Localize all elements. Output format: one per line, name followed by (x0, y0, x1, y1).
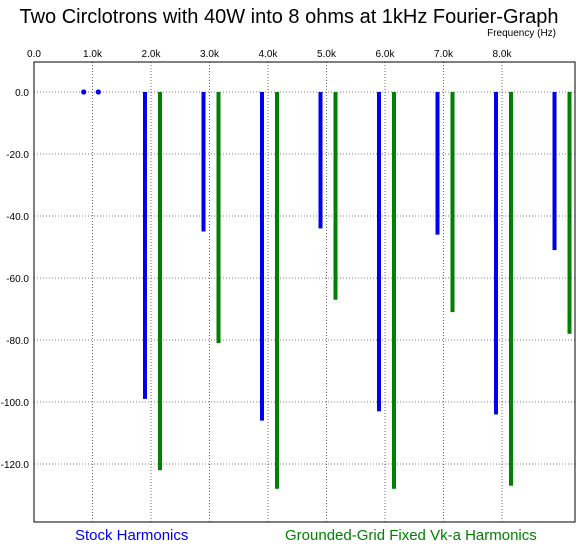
x-tick-label: 5.0k (317, 49, 337, 60)
bar-grounded-grid (275, 92, 279, 489)
y-tick-label: -100.0 (1, 398, 30, 409)
x-tick-label: 4.0k (259, 49, 279, 60)
x-tick-label: 3.0k (200, 49, 220, 60)
y-tick-label: 0.0 (15, 88, 29, 99)
bar-stock (260, 92, 264, 421)
y-tick-label: -40.0 (6, 212, 29, 223)
bar-stock (435, 92, 440, 235)
bar-stock (318, 92, 323, 229)
fundamental-marker (81, 89, 87, 95)
y-tick-label: -120.0 (1, 460, 30, 471)
y-tick-label: -80.0 (6, 336, 29, 347)
x-tick-label: 0.0 (27, 49, 41, 60)
bar-grounded-grid (158, 92, 162, 471)
x-tick-label: 8.0k (493, 49, 513, 60)
x-axis-label: Frequency (Hz) (487, 28, 556, 39)
bar-stock (494, 92, 498, 415)
bar-stock (552, 92, 557, 251)
x-tick-label: 6.0k (376, 49, 396, 60)
legend-grounded-grid-harmonics: Grounded-Grid Fixed Vk-a Harmonics (285, 527, 537, 544)
bar-stock (143, 92, 147, 399)
bar-stock (201, 92, 206, 232)
bar-grounded-grid (333, 92, 338, 300)
fundamental-marker (95, 89, 101, 95)
bar-grounded-grid (392, 92, 396, 489)
chart-title: Two Circlotrons with 40W into 8 ohms at … (19, 6, 559, 28)
plot-area (33, 61, 576, 523)
x-tick-label: 2.0k (142, 49, 162, 60)
bar-grounded-grid (450, 92, 455, 313)
x-tick-label: 7.0k (434, 49, 454, 60)
legend-stock-harmonics: Stock Harmonics (75, 527, 189, 544)
bar-grounded-grid (216, 92, 221, 344)
bar-grounded-grid (509, 92, 513, 486)
bar-grounded-grid (567, 92, 572, 334)
y-tick-label: -20.0 (6, 150, 29, 161)
x-tick-label: 1.0k (83, 49, 103, 60)
y-tick-label: -60.0 (6, 274, 29, 285)
bar-stock (377, 92, 381, 412)
